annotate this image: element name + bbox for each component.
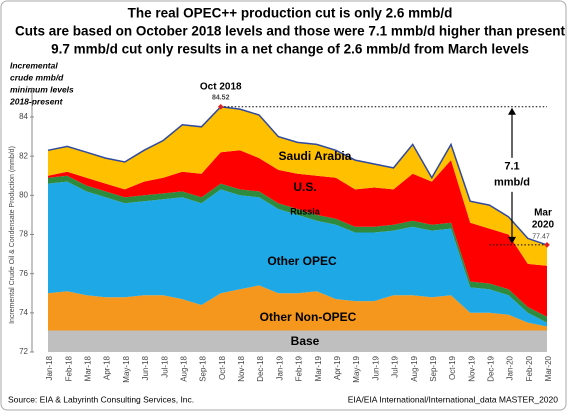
cut-label-bg	[496, 157, 528, 192]
x-tick-label: Aug-18	[179, 355, 188, 381]
series-label: Base	[291, 334, 320, 348]
note: Incremental	[10, 60, 58, 70]
x-tick-label: Jan-20	[506, 355, 515, 380]
series-label: Saudi Arabia	[279, 149, 352, 163]
end-label: Mar	[534, 208, 552, 219]
series-label: Russia	[290, 206, 321, 216]
x-tick-label: Dec-18	[256, 355, 265, 381]
x-tick-label: Apr-18	[103, 355, 112, 380]
x-tick-label: Feb-19	[295, 355, 304, 381]
series-label: Other Non-OPEC	[260, 310, 357, 324]
arrow-head	[508, 236, 516, 244]
note: 2018-present	[9, 96, 64, 106]
x-tick-label: Oct-19	[448, 355, 457, 380]
x-tick-label: Sep-19	[429, 355, 438, 381]
y-tick-label: 72	[19, 347, 28, 356]
y-tick-label: 84	[19, 112, 28, 121]
area	[48, 175, 547, 323]
x-tick-label: Aug-19	[410, 355, 419, 381]
end-marker	[544, 242, 550, 248]
area	[48, 181, 547, 327]
note: minimum levels	[10, 84, 74, 94]
outline	[47, 106, 548, 246]
x-tick-label: Dec-19	[487, 355, 496, 381]
y-tick-label: 82	[19, 151, 28, 160]
area	[48, 285, 547, 331]
area	[48, 330, 547, 352]
x-tick-label: Nov-18	[237, 355, 246, 381]
arrow-head	[508, 107, 516, 115]
area	[48, 106, 547, 266]
source: Source: EIA & Labyrinth Consulting Servi…	[8, 394, 194, 404]
x-tick-label: Mar-20	[544, 355, 553, 381]
x-tick-label: Feb-20	[525, 355, 534, 381]
x-tick-label: May-18	[122, 355, 131, 382]
x-tick-label: Mar-18	[83, 355, 92, 381]
x-tick-label: Jan-18	[45, 355, 54, 380]
x-tick-label: May-19	[352, 355, 361, 382]
x-tick-label: Apr-19	[333, 355, 342, 380]
x-tick-label: Nov-19	[467, 355, 476, 381]
x-tick-label: Oct-18	[218, 355, 227, 380]
y-tick-label: 76	[19, 269, 28, 278]
y-tick-label: 78	[19, 230, 28, 239]
cut-label: 7.1	[504, 161, 519, 173]
y-axis-label: Incremental Crude Oil & Condensate Produ…	[9, 146, 16, 324]
source: EIA/EIA International/International_data…	[348, 394, 559, 404]
cut-label: mmb/d	[494, 177, 530, 189]
peak-marker	[217, 103, 224, 110]
x-tick-label: Jul-19	[391, 355, 400, 377]
peak-label: Oct 2018	[200, 81, 242, 92]
x-tick-label: Sep-18	[199, 355, 208, 381]
y-tick-label: 80	[19, 190, 28, 199]
x-tick-label: Mar-19	[314, 355, 323, 381]
end-value: 77.47	[532, 234, 550, 241]
area	[48, 150, 547, 317]
end-label: 2020	[532, 220, 555, 231]
x-tick-label: Jun-18	[141, 355, 150, 380]
x-tick-label: Jun-19	[371, 355, 380, 380]
note: crude mmb/d	[10, 72, 64, 82]
x-tick-label: Jul-18	[160, 355, 169, 377]
title-line: 9.7 mmb/d cut only results in a net chan…	[51, 42, 529, 57]
title-line: The real OPEC++ production cut is only 2…	[128, 6, 453, 21]
series-label: Other OPEC	[267, 254, 337, 268]
x-tick-label: Jan-19	[275, 355, 284, 380]
series-label: U.S.	[293, 180, 316, 194]
x-tick-label: Feb-18	[64, 355, 73, 381]
peak-value: 84.52	[212, 95, 230, 102]
y-tick-label: 74	[19, 308, 28, 317]
title-line: Cuts are based on October 2018 levels an…	[15, 24, 565, 39]
